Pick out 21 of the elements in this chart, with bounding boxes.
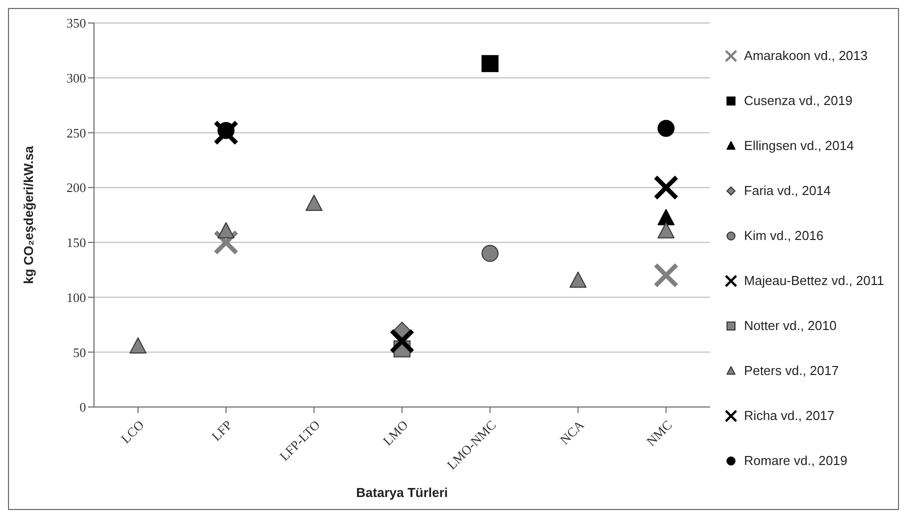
y-tick-label: 250: [66, 125, 86, 140]
legend-label: Peters vd., 2017: [744, 363, 839, 378]
x-tick-label: LFP: [208, 417, 235, 444]
x-axis-title: Batarya Türleri: [356, 485, 448, 500]
legend-label: Richa vd., 2017: [744, 408, 834, 423]
legend-label: Romare vd., 2019: [744, 453, 848, 468]
legend-label: Kim vd., 2016: [744, 228, 824, 243]
y-tick-label: 150: [66, 235, 86, 250]
y-axis-title: kg CO₂eşdeğeri/kW.sa: [21, 145, 36, 284]
legend-label: Majeau-Bettez vd., 2011: [744, 273, 884, 288]
y-tick-label: 300: [66, 70, 86, 86]
legend-label: Faria vd., 2014: [744, 183, 831, 198]
y-tick-label: 350: [66, 16, 86, 31]
y-tick-label: 200: [66, 180, 86, 196]
legend-label: Amarakoon vd., 2013: [744, 48, 868, 63]
legend-label: Ellingsen vd., 2014: [744, 138, 854, 153]
legend-label: Notter vd., 2010: [744, 318, 837, 333]
y-tick-label: 50: [73, 344, 86, 360]
y-tick-label: 100: [66, 290, 86, 305]
legend-label: Cusenza vd., 2019: [744, 93, 852, 108]
y-tick-label: 0: [80, 400, 86, 415]
